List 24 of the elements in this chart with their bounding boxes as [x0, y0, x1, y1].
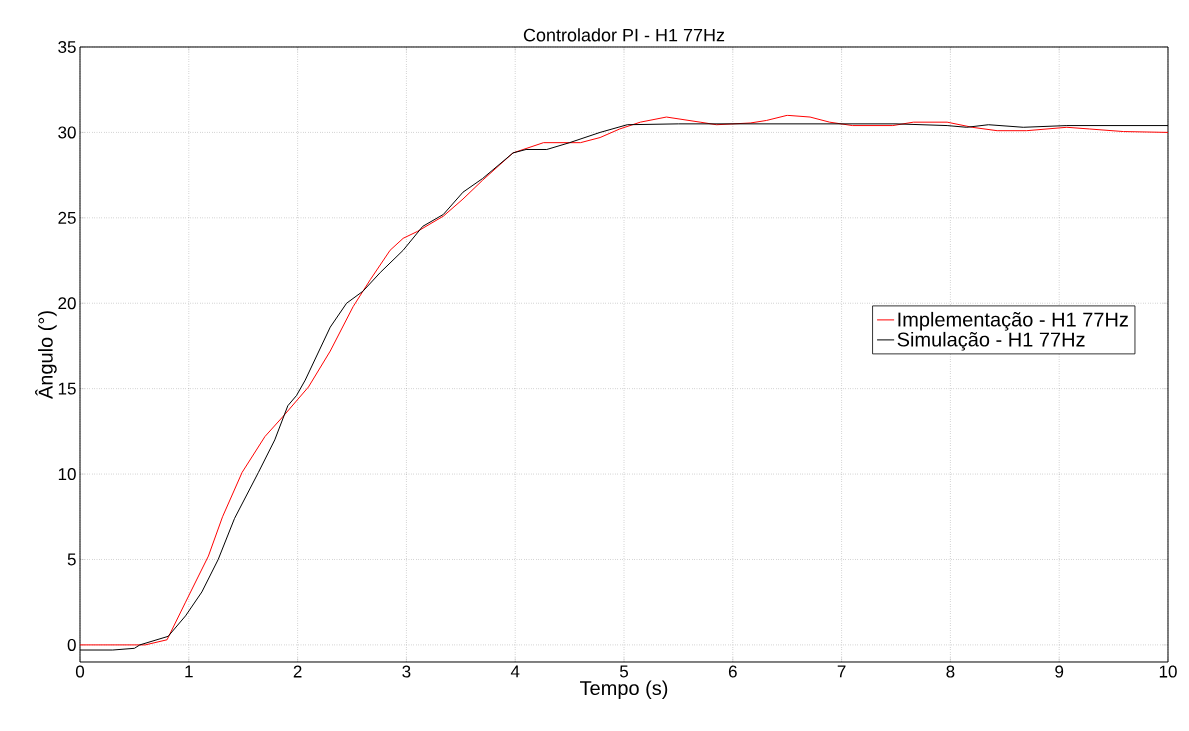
y-tick-label: 15 — [58, 382, 76, 395]
y-tick-label: 5 — [67, 553, 76, 566]
y-tick-label: 35 — [58, 40, 76, 54]
x-tick-label: 6 — [728, 665, 737, 678]
x-tick-label: 10 — [1159, 665, 1177, 678]
legend-label: Implementação - H1 77Hz — [898, 311, 1128, 331]
chart-title: Controlador PI - H1 77Hz — [523, 28, 725, 42]
y-tick-label: 10 — [58, 468, 76, 481]
y-tick-label: 30 — [58, 126, 76, 139]
x-tick-label: 4 — [510, 665, 520, 678]
x-tick-label: 2 — [293, 665, 302, 678]
legend-label: Simulação - H1 77Hz — [897, 331, 1085, 351]
y-tick-label: 25 — [58, 211, 76, 224]
y-tick-label: 20 — [58, 297, 76, 310]
x-tick-label: 8 — [946, 665, 955, 678]
x-tick-label: 3 — [402, 665, 411, 678]
x-tick-label: 1 — [185, 665, 193, 678]
y-tick-label: 0 — [67, 638, 76, 651]
x-axis-title: Tempo (s) — [580, 680, 668, 700]
x-tick-label: 5 — [619, 665, 629, 678]
x-tick-label: 0 — [75, 665, 85, 678]
x-tick-label: 9 — [1055, 665, 1064, 678]
x-tick-label: 7 — [837, 665, 846, 678]
y-axis-title: Ângulo (°) — [35, 311, 57, 400]
